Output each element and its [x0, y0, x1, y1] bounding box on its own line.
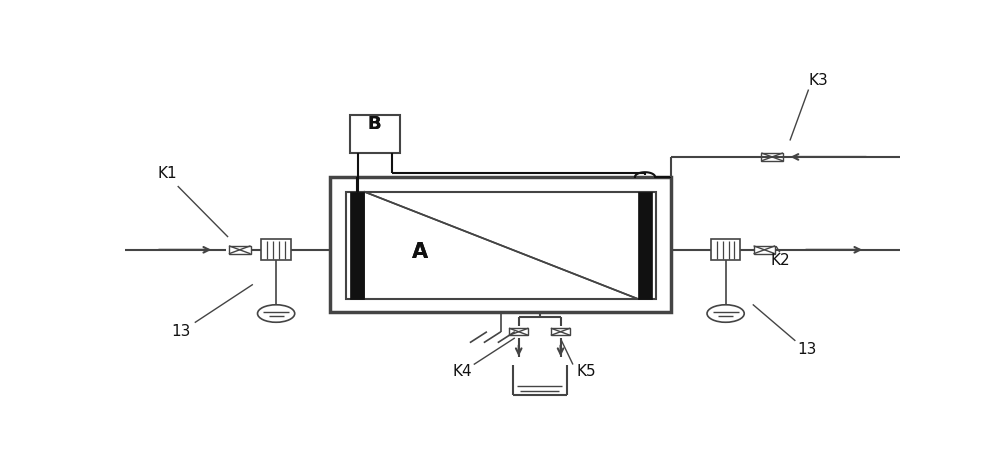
Text: K5: K5 — [576, 364, 596, 379]
Bar — [638, 192, 652, 299]
Text: A: A — [411, 242, 428, 262]
Bar — [229, 246, 251, 254]
Text: K4: K4 — [452, 364, 472, 379]
Bar — [761, 153, 783, 161]
Bar — [330, 177, 671, 312]
Text: 13: 13 — [171, 324, 190, 339]
Bar — [346, 192, 656, 299]
Text: K2: K2 — [770, 253, 790, 268]
Text: B: B — [368, 115, 381, 133]
Text: K1: K1 — [158, 166, 177, 181]
Text: K3: K3 — [809, 73, 828, 88]
Bar — [261, 239, 291, 260]
Text: 13: 13 — [797, 342, 817, 358]
Bar — [754, 246, 775, 254]
Bar — [350, 192, 364, 299]
Text: B: B — [368, 115, 381, 133]
Bar — [711, 239, 740, 260]
Text: A: A — [411, 242, 428, 262]
Bar — [551, 328, 570, 335]
Bar — [509, 328, 528, 335]
Bar — [350, 115, 400, 153]
